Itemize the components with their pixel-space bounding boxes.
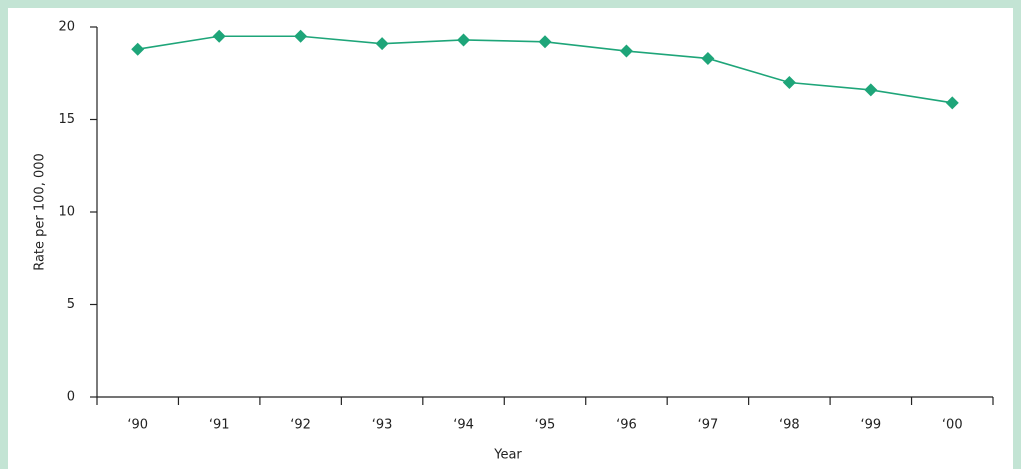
marker <box>538 35 552 49</box>
x-tick-label: ‘99 <box>860 418 881 433</box>
marker <box>131 42 145 56</box>
x-tick-label: ‘95 <box>535 418 556 433</box>
y-tick-label: 10 <box>58 205 75 220</box>
marker <box>945 96 959 110</box>
x-tick-label: ‘92 <box>290 418 311 433</box>
marker <box>782 76 796 89</box>
x-tick-label: ‘91 <box>209 418 230 433</box>
x-tick-label: ‘93 <box>372 418 393 433</box>
y-tick-label: 5 <box>67 297 75 312</box>
marker <box>212 29 226 43</box>
y-tick-label: 0 <box>67 390 75 405</box>
marker <box>375 37 389 51</box>
marker <box>864 83 878 97</box>
x-tick-label: ‘90 <box>127 418 148 433</box>
x-axis-label: Year <box>493 448 522 463</box>
y-tick-label: 20 <box>58 20 75 35</box>
marker <box>294 29 308 43</box>
x-tick-label: ‘97 <box>698 418 719 433</box>
x-tick-label: ‘94 <box>453 418 474 433</box>
marker <box>457 33 471 47</box>
x-tick-label: ‘98 <box>779 418 800 433</box>
y-tick-label: 15 <box>58 112 75 127</box>
y-axis-label: Rate per 100, 000 <box>33 153 48 271</box>
x-tick-label: ‘96 <box>616 418 637 433</box>
marker <box>701 51 715 65</box>
marker <box>619 44 633 58</box>
panel <box>8 8 1013 469</box>
x-tick-label: ‘00 <box>942 418 963 433</box>
